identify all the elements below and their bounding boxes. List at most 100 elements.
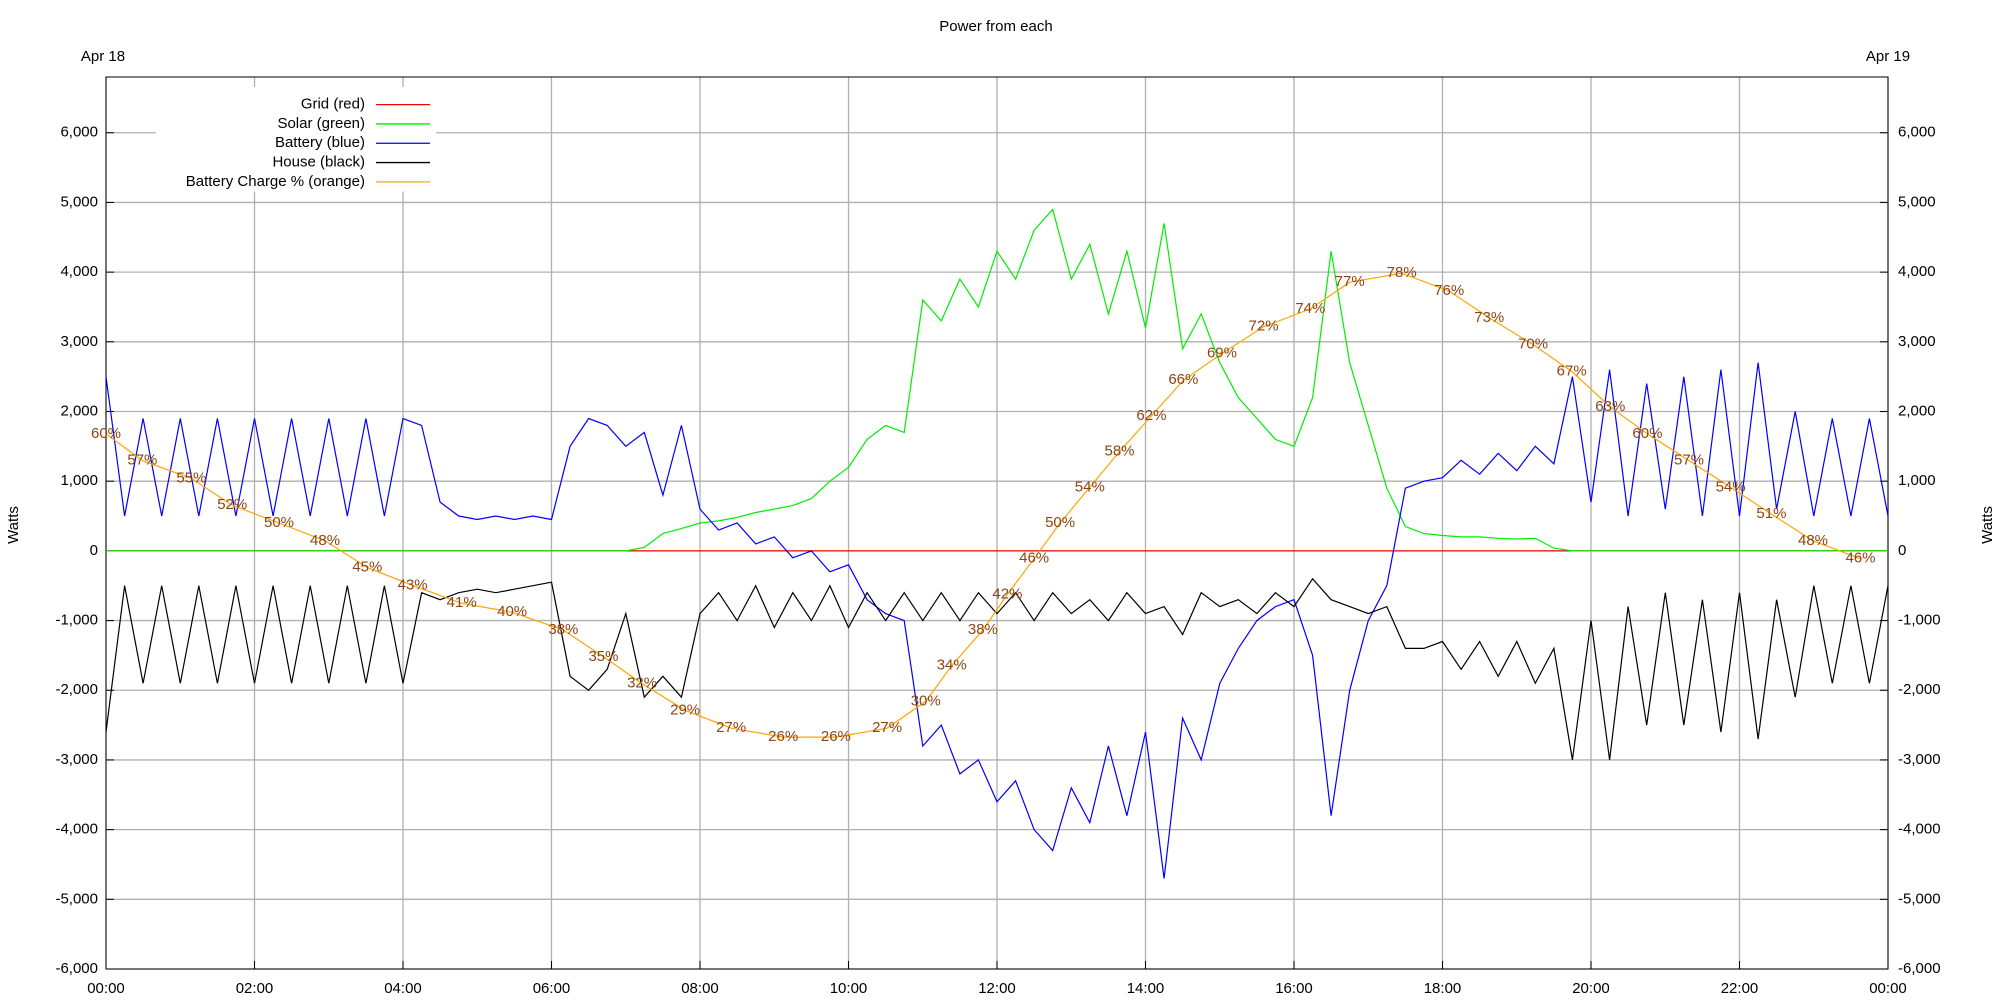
x-tick-label: 04:00 [384,980,422,997]
data-label: 46% [1019,550,1049,567]
y-tick-label: 6,000 [60,124,98,141]
data-label: 73% [1474,309,1504,326]
data-label: 58% [1104,443,1134,460]
data-label: 42% [992,585,1022,602]
legend: Grid (red) Solar (green) Battery (blue) Hou… [156,87,436,192]
x-tick-label: 18:00 [1424,980,1462,997]
data-label: 45% [352,559,382,576]
series-line [105,577,1889,760]
y-tick-label: 5,000 [60,193,98,210]
y-tick-label: 2,000 [60,402,98,419]
data-label: 72% [1249,318,1279,335]
data-label: 78% [1387,264,1417,281]
legend-label: Solar (green) [277,115,365,132]
data-label: 54% [1716,478,1746,495]
data-label: 26% [768,728,798,745]
data-label: 48% [1798,532,1828,549]
data-label: 26% [821,728,851,745]
data-label: 40% [497,603,527,620]
y2-tick-label: 3,000 [1898,333,1936,350]
data-label: 35% [588,648,618,665]
x-tick-label: 14:00 [1127,980,1165,997]
y-tick-label: 1,000 [60,472,98,489]
data-label: 57% [1674,452,1704,469]
data-label: 43% [398,576,428,593]
x-tick-label: 02:00 [236,980,274,997]
y-tick-label: -5,000 [55,890,98,907]
data-label: 27% [872,719,902,736]
y2-tick-label: -2,000 [1898,681,1941,698]
series-line [105,362,1889,879]
data-label: 55% [176,469,206,486]
y-tick-label: -2,000 [55,681,98,698]
data-label: 54% [1075,478,1105,495]
y2-tick-label: -5,000 [1898,890,1941,907]
y-tick-label: 0 [90,542,98,559]
y2-tick-label: 5,000 [1898,193,1936,210]
y-tick-label: -6,000 [55,960,98,977]
legend-label: House (black) [272,154,365,171]
x-tick-label: 12:00 [978,980,1016,997]
data-label: 62% [1136,407,1166,424]
data-label: 34% [937,657,967,674]
y-axis-label: Watts [5,506,22,544]
y-tick-label: -1,000 [55,612,98,629]
date-label: Apr 19 [1866,48,1910,65]
data-label: 27% [716,719,746,736]
data-label: 48% [310,532,340,549]
legend-label: Grid (red) [301,96,365,113]
x-tick-label: 06:00 [533,980,571,997]
data-label: 38% [968,621,998,638]
data-label: 38% [548,621,578,638]
y2-axis-label: Watts [1979,506,1996,544]
plot-border [105,76,1889,970]
x-tick-label: 20:00 [1572,980,1610,997]
y2-tick-label: 2,000 [1898,402,1936,419]
y2-tick-label: -4,000 [1898,821,1941,838]
y-tick-label: -4,000 [55,821,98,838]
data-label: 41% [447,594,477,611]
y2-tick-label: 0 [1898,542,1906,559]
data-label: 29% [670,701,700,718]
chart-title: Power from each [939,18,1052,35]
data-label: 74% [1295,300,1325,317]
data-label: 30% [911,692,941,709]
data-label: 66% [1168,371,1198,388]
data-label: 32% [627,675,657,692]
x-tick-label: 22:00 [1721,980,1759,997]
x-tick-label: 08:00 [681,980,719,997]
series-line [105,272,1861,738]
data-label: 77% [1335,273,1365,290]
x-tick-label: 00:00 [87,980,125,997]
data-label: 46% [1846,550,1876,567]
data-label: 70% [1518,336,1548,353]
x-tick-label: 00:00 [1869,980,1907,997]
data-label: 63% [1595,398,1625,415]
x-tick-label: 16:00 [1275,980,1313,997]
data-label: 50% [264,514,294,531]
y-tick-label: 3,000 [60,333,98,350]
data-label: 76% [1434,282,1464,299]
y2-tick-label: -1,000 [1898,612,1941,629]
y2-tick-label: 6,000 [1898,124,1936,141]
data-label: 60% [91,425,121,442]
legend-label: Battery (blue) [275,134,365,151]
data-label: 69% [1207,344,1237,361]
data-label: 67% [1557,362,1587,379]
data-label: 50% [1045,514,1075,531]
data-label: 60% [1632,425,1662,442]
y-tick-label: 4,000 [60,263,98,280]
data-label: 57% [127,452,157,469]
data-label: 52% [217,496,247,513]
legend-label: Battery Charge % (orange) [186,173,365,190]
x-tick-label: 10:00 [830,980,868,997]
y2-tick-label: 4,000 [1898,263,1936,280]
date-label: Apr 18 [81,48,125,65]
y2-tick-label: 1,000 [1898,472,1936,489]
y2-tick-label: -3,000 [1898,751,1941,768]
series-line [106,208,1888,552]
data-label: 51% [1756,505,1786,522]
y2-tick-label: -6,000 [1898,960,1941,977]
